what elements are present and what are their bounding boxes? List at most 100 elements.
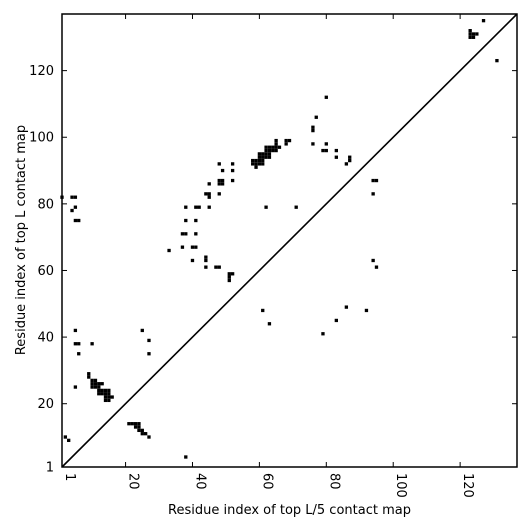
contact-cell-top-l bbox=[230, 272, 235, 276]
contact-cell-top-l bbox=[287, 138, 292, 143]
contact-cell-top-l bbox=[184, 218, 188, 223]
contact-cell-top-l5 bbox=[371, 258, 375, 263]
contact-cell-top-l bbox=[267, 155, 272, 159]
contact-cell-top-l bbox=[73, 205, 78, 209]
contact-cell-top-l bbox=[274, 145, 278, 149]
contact-cell-top-l bbox=[254, 158, 258, 163]
contact-cell-top-l bbox=[70, 195, 74, 199]
contact-cell-top-l bbox=[73, 195, 78, 199]
contact-cell-top-l bbox=[103, 398, 108, 403]
contact-cell-top-l5 bbox=[371, 178, 375, 183]
contact-cell-top-l bbox=[471, 32, 476, 36]
contact-cell-top-l bbox=[97, 385, 101, 389]
contact-cell-top-l bbox=[140, 432, 144, 436]
contact-cell-top-l bbox=[90, 378, 94, 383]
contact-cell-top-l bbox=[214, 265, 218, 269]
y-tick-label: 60 bbox=[37, 264, 54, 279]
contact-cell-top-l bbox=[251, 158, 255, 163]
contact-cell-top-l bbox=[143, 432, 148, 436]
contact-cell-top-l bbox=[100, 382, 104, 386]
contact-cell-top-l bbox=[257, 155, 262, 159]
contact-cell-top-l bbox=[257, 158, 262, 163]
contact-cell-top-l bbox=[274, 148, 278, 153]
contact-cell-top-l5 bbox=[267, 322, 272, 326]
contact-cell-top-l bbox=[324, 142, 328, 146]
contact-cell-top-l bbox=[274, 142, 278, 146]
contact-cell-top-l bbox=[70, 208, 74, 213]
contact-cell-top-l bbox=[468, 29, 472, 33]
contact-cell-top-l bbox=[140, 428, 144, 433]
contact-cell-top-l bbox=[87, 372, 91, 376]
contact-cell-top-l bbox=[207, 192, 211, 196]
contact-cell-top-l5 bbox=[364, 308, 369, 313]
contact-cell-top-l bbox=[197, 205, 201, 209]
contact-cell-top-l bbox=[184, 232, 188, 236]
x-tick-label: 100 bbox=[393, 473, 408, 498]
contact-cell-top-l bbox=[344, 162, 349, 166]
contact-cell-top-l bbox=[294, 205, 298, 209]
contact-cell-top-l bbox=[133, 422, 138, 426]
plot-frame bbox=[61, 13, 518, 468]
contact-cell-top-l bbox=[271, 148, 275, 153]
contact-cell-top-l bbox=[284, 138, 288, 143]
contact-cell-top-l bbox=[267, 145, 272, 149]
x-tick-label: 40 bbox=[192, 473, 207, 490]
contact-cell-top-l5 bbox=[334, 318, 338, 323]
contact-cell-top-l bbox=[264, 205, 268, 209]
contact-cell-top-l bbox=[348, 158, 352, 163]
contact-cell-top-l bbox=[277, 145, 282, 149]
contact-cell-top-l bbox=[311, 128, 315, 133]
y-tick-label: 100 bbox=[29, 131, 54, 146]
contact-cell-top-l bbox=[130, 422, 134, 426]
contact-cell-top-l bbox=[100, 392, 104, 396]
contact-cell-top-l5 bbox=[374, 265, 379, 269]
contact-cell-top-l bbox=[334, 155, 338, 159]
contact-cell-top-l bbox=[97, 392, 101, 396]
contact-cell-top-l bbox=[220, 168, 225, 173]
contact-cell-top-l bbox=[180, 245, 185, 249]
contact-cell-top-l5 bbox=[371, 192, 375, 196]
contact-cell-top-l bbox=[261, 158, 265, 163]
contact-cell-top-l bbox=[264, 155, 268, 159]
contact-cell-top-l bbox=[220, 178, 225, 183]
contact-cell-top-l bbox=[207, 182, 211, 186]
contact-cell-top-l bbox=[90, 385, 94, 389]
contact-cell-top-l bbox=[217, 162, 221, 166]
x-axis-label: Residue index of top L/5 contact map bbox=[168, 503, 411, 518]
contact-cell-top-l bbox=[67, 438, 71, 443]
contact-cell-top-l5 bbox=[344, 305, 349, 309]
x-axis: 1 20 40 60 80 100 120 bbox=[61, 14, 475, 498]
contact-cell-top-l5 bbox=[261, 308, 265, 313]
contact-cell-top-l bbox=[97, 388, 101, 393]
contact-cell-top-l bbox=[468, 35, 472, 39]
contact-cell-top-l bbox=[97, 382, 101, 386]
contact-cell-top-l bbox=[110, 395, 114, 399]
contact-cell-top-l bbox=[93, 385, 98, 389]
contact-cell-top-l bbox=[184, 205, 188, 209]
contact-cell-top-l bbox=[257, 152, 262, 156]
x-tick-label: 60 bbox=[259, 473, 274, 490]
y-tick-label: 1 bbox=[46, 461, 54, 476]
contact-cell-top-l bbox=[137, 428, 141, 433]
contact-cell-top-l bbox=[271, 145, 275, 149]
contact-cell-top-l bbox=[190, 245, 195, 249]
contact-cell-top-l bbox=[261, 152, 265, 156]
plot-area bbox=[60, 13, 518, 468]
contact-cell-top-l bbox=[147, 435, 151, 439]
contact-cell-top-l bbox=[261, 155, 265, 159]
contact-cell-top-l5 bbox=[374, 178, 379, 183]
contact-cell-top-l bbox=[133, 425, 138, 429]
contact-cell-top-l bbox=[207, 195, 211, 199]
contact-cell-top-l bbox=[217, 265, 221, 269]
contact-cell-top-l bbox=[194, 232, 198, 236]
contact-cell-top-l bbox=[254, 162, 258, 166]
contact-cell-top-l bbox=[77, 218, 81, 223]
contact-cell-top-l bbox=[264, 148, 268, 153]
contact-cell-top-l bbox=[103, 388, 108, 393]
diagonal-line bbox=[61, 13, 518, 468]
contact-cell-top-l bbox=[311, 125, 315, 129]
y-tick-label: 40 bbox=[37, 331, 54, 346]
contact-cell-top-l bbox=[334, 148, 338, 153]
contact-cell-top-l bbox=[471, 35, 476, 39]
